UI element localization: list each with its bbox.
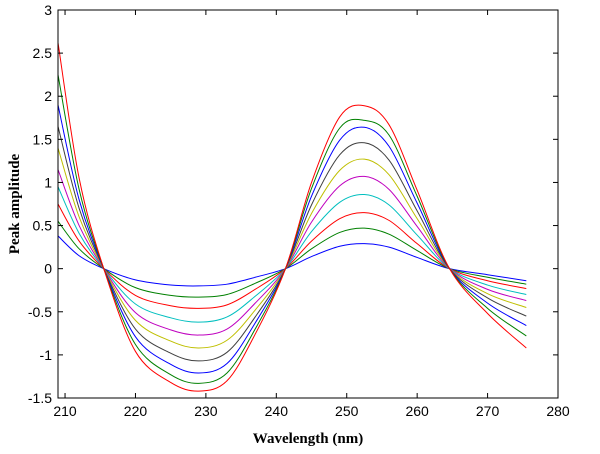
plot-frame <box>57 9 559 399</box>
y-tick-label: 2.5 <box>33 45 53 61</box>
y-tick-label: -0.5 <box>28 304 52 320</box>
y-tick-label: 0.5 <box>33 218 53 234</box>
y-tick-label: 1 <box>44 174 52 190</box>
x-tick-label: 280 <box>546 403 570 419</box>
y-tick-label: 1.5 <box>33 131 53 147</box>
x-axis: 210 220 230 240 250 260 270 280 <box>53 10 570 419</box>
x-tick-label: 230 <box>194 403 218 419</box>
x-tick-label: 270 <box>476 403 500 419</box>
y-axis: -1.5 -1 -0.5 0 0.5 1 1.5 2 2.5 3 <box>28 2 558 406</box>
x-tick-label: 220 <box>124 403 148 419</box>
y-tick-label: -1.5 <box>28 390 52 406</box>
y-axis-title: Peak amplitude <box>7 153 23 254</box>
x-tick-label: 210 <box>53 403 77 419</box>
y-tick-label: 3 <box>44 2 52 18</box>
y-tick-label: -1 <box>40 347 53 363</box>
y-tick-label: 0 <box>44 261 52 277</box>
x-axis-title: Wavelength (nm) <box>253 431 363 447</box>
plot-lines <box>57 42 527 392</box>
x-tick-label: 240 <box>265 403 289 419</box>
series-line-10 <box>57 42 527 392</box>
x-tick-label: 250 <box>335 403 359 419</box>
y-tick-label: 2 <box>44 88 52 104</box>
x-tick-label: 260 <box>405 403 429 419</box>
